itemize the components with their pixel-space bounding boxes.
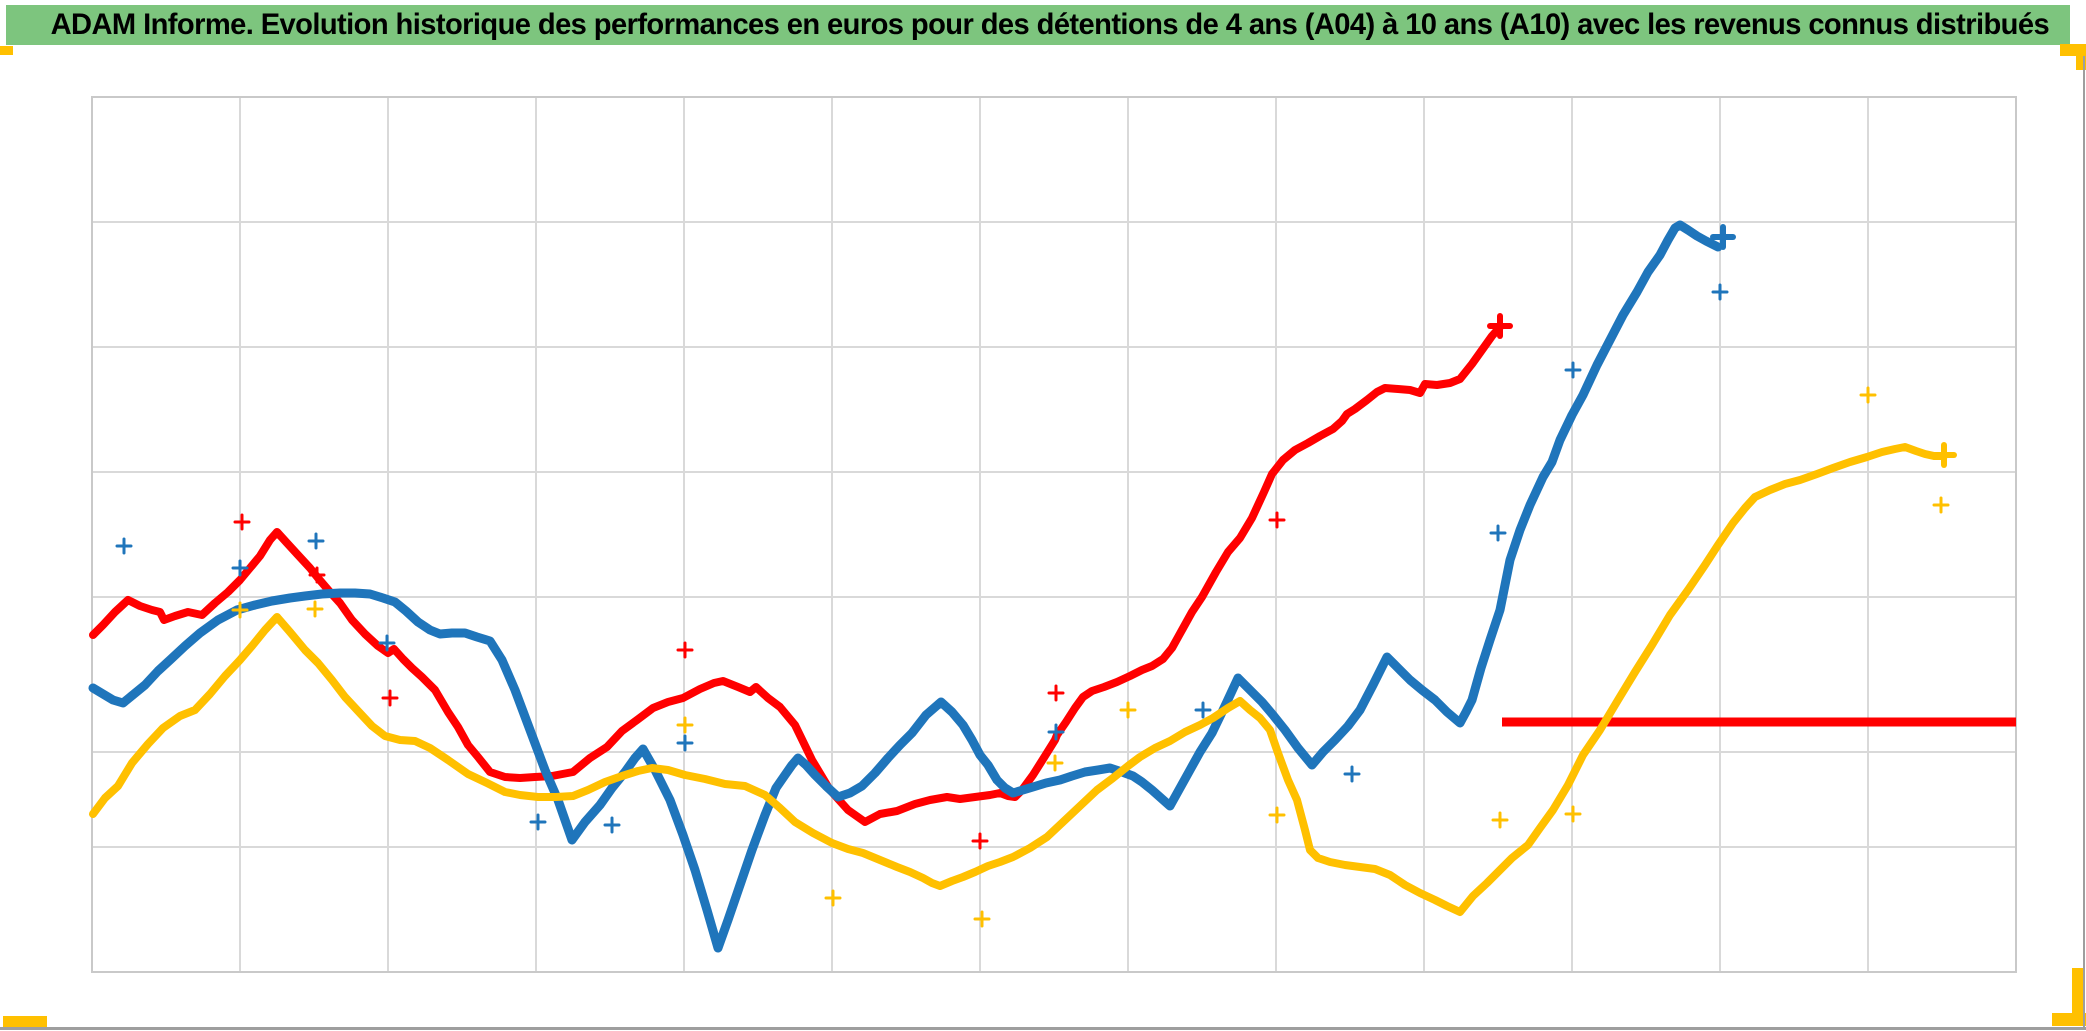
- page-border-bottom: [0, 1027, 2086, 1030]
- corner-accent-top-left: [0, 46, 13, 55]
- page-border-right: [2083, 56, 2085, 1029]
- corner-accent-bottom-right-vertical: [2072, 968, 2085, 1026]
- plot-border: [91, 96, 2017, 973]
- series-red-line: [89, 323, 1504, 826]
- corner-accent-bottom-right: [2052, 1013, 2086, 1026]
- series-yellow-line: [89, 443, 1948, 916]
- page-title: ADAM Informe. Evolution historique des p…: [50, 8, 2050, 41]
- title-bar: ADAM Informe. Evolution historique des p…: [6, 5, 2070, 45]
- series-blue-line: [88, 220, 1723, 953]
- corner-accent-top-right-vertical: [2076, 44, 2086, 70]
- corner-accent-bottom-left: [3, 1016, 47, 1029]
